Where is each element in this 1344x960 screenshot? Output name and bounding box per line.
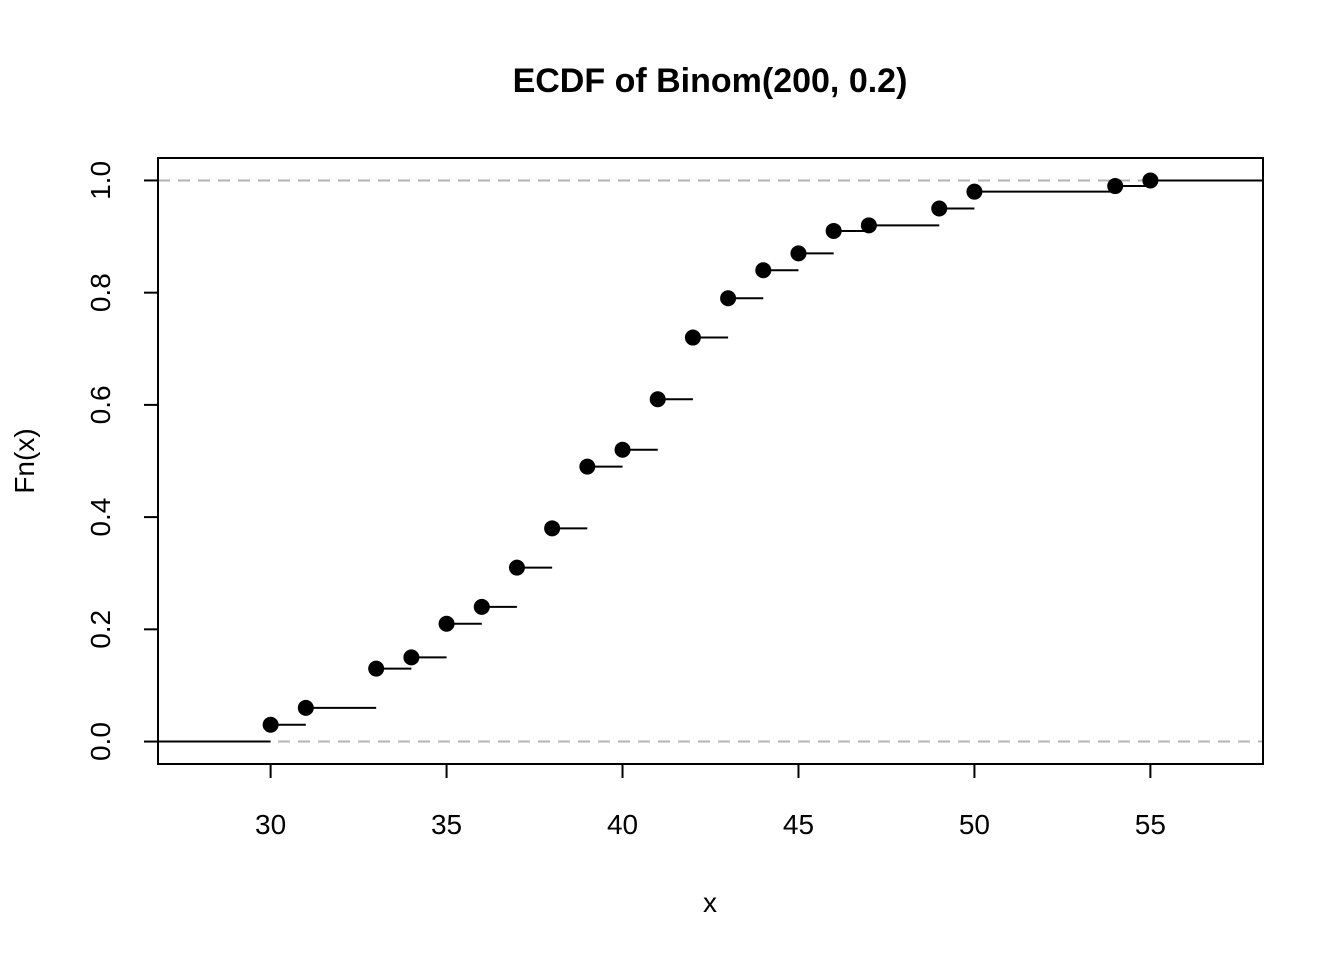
x-tick-label: 50 — [959, 809, 990, 840]
data-point — [508, 559, 525, 576]
data-points — [262, 172, 1159, 733]
data-point — [755, 262, 772, 279]
data-point — [1107, 178, 1124, 195]
x-tick-label: 30 — [255, 809, 286, 840]
y-tick-label: 0.8 — [85, 273, 116, 312]
data-point — [614, 441, 631, 458]
x-axis: 30 35 40 45 50 55 — [255, 763, 1166, 840]
data-point — [403, 649, 420, 666]
x-tick-label: 45 — [783, 809, 814, 840]
data-point — [684, 329, 701, 346]
y-axis-title: Fn(x) — [9, 428, 40, 493]
data-point — [579, 458, 596, 475]
reference-lines — [158, 179, 1263, 743]
data-point — [720, 290, 737, 307]
step-segments — [158, 179, 1263, 743]
chart-title: ECDF of Binom(200, 0.2) — [513, 62, 908, 100]
data-point — [931, 200, 948, 217]
x-tick-label: 40 — [607, 809, 638, 840]
plot-frame — [157, 157, 1264, 765]
data-point — [825, 222, 842, 239]
x-tick-label: 55 — [1135, 809, 1166, 840]
y-tick-label: 0.0 — [85, 722, 116, 761]
data-point — [966, 183, 983, 200]
x-tick-label: 35 — [431, 809, 462, 840]
y-tick-label: 1.0 — [85, 161, 116, 200]
data-point — [438, 615, 455, 632]
data-point — [297, 699, 314, 716]
data-point — [649, 391, 666, 408]
y-axis: 0.0 0.2 0.4 0.6 0.8 1.0 — [85, 161, 159, 761]
data-point — [368, 660, 385, 677]
y-tick-label: 0.6 — [85, 385, 116, 424]
data-point — [544, 520, 561, 537]
data-point — [473, 598, 490, 615]
y-tick-label: 0.4 — [85, 498, 116, 537]
data-point — [1142, 172, 1159, 189]
data-point — [262, 716, 279, 733]
x-axis-title: x — [703, 887, 717, 918]
y-tick-label: 0.2 — [85, 610, 116, 649]
data-point — [860, 217, 877, 234]
data-point — [790, 245, 807, 262]
